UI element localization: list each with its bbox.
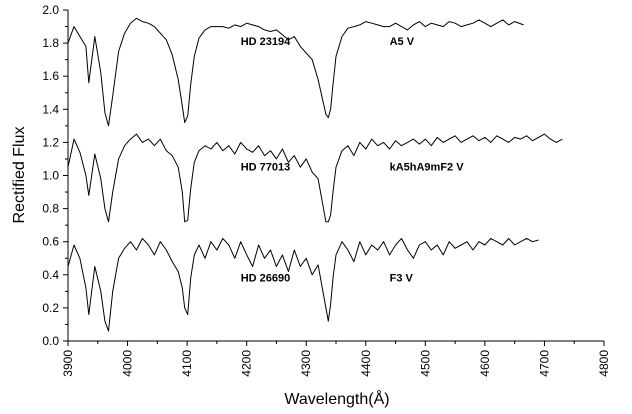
y-tick-label: 2.0 <box>42 3 59 17</box>
x-tick-label: 4700 <box>537 350 551 377</box>
y-tick-label: 0.0 <box>42 334 59 348</box>
x-axis-title: Wavelength(Å) <box>284 389 389 408</box>
y-tick-label: 1.8 <box>42 36 59 50</box>
y-tick-label: 1.0 <box>42 169 59 183</box>
spectrum-annotation-6: F3 V <box>390 272 414 284</box>
x-tick-label: 4100 <box>180 350 194 377</box>
y-tick-label: 1.4 <box>42 102 59 116</box>
x-tick-label: 4600 <box>478 350 492 377</box>
y-tick-label: 0.4 <box>42 268 59 282</box>
spectrum-annotation-2: A5 V <box>390 36 415 48</box>
y-axis: 0.0 0.2 0.4 0.6 0.8 1.0 1.2 1.4 1.6 1.8 2.0 <box>42 3 69 348</box>
series-layer <box>67 17 563 332</box>
y-tick-label: 0.6 <box>42 235 59 249</box>
annotation-layer: HD 23194 A5 V HD 77013 kA5hA9mF2 V HD 26690 F… <box>241 36 465 285</box>
spectrum-annotation-1: HD 23194 <box>241 36 291 48</box>
spectrum-annotation-5: HD 26690 <box>241 272 291 284</box>
y-tick-label: 0.2 <box>42 301 59 315</box>
y-tick-label: 1.6 <box>42 69 59 83</box>
spectrum-annotation-4: kA5hA9mF2 V <box>390 162 465 174</box>
y-axis-title: Rectified Flux <box>11 127 28 224</box>
x-tick-label: 4200 <box>240 350 254 377</box>
x-tick-label: 4000 <box>121 350 135 377</box>
y-tick-label: 1.2 <box>42 135 59 149</box>
spectrum-line-3 <box>67 237 539 332</box>
x-tick-label: 3900 <box>61 350 75 377</box>
x-axis: 3900 4000 4100 4200 4300 4400 4500 4600 4700 4800 <box>61 340 611 377</box>
spectrum-annotation-3: HD 77013 <box>241 162 291 174</box>
x-tick-label: 4400 <box>359 350 373 377</box>
x-tick-label: 4500 <box>418 350 432 377</box>
spectrum-line-1 <box>67 17 524 127</box>
x-tick-label: 4300 <box>299 350 313 377</box>
y-tick-label: 0.8 <box>42 202 59 216</box>
x-tick-label: 4800 <box>597 350 611 377</box>
spectrum-line-2 <box>67 133 563 223</box>
